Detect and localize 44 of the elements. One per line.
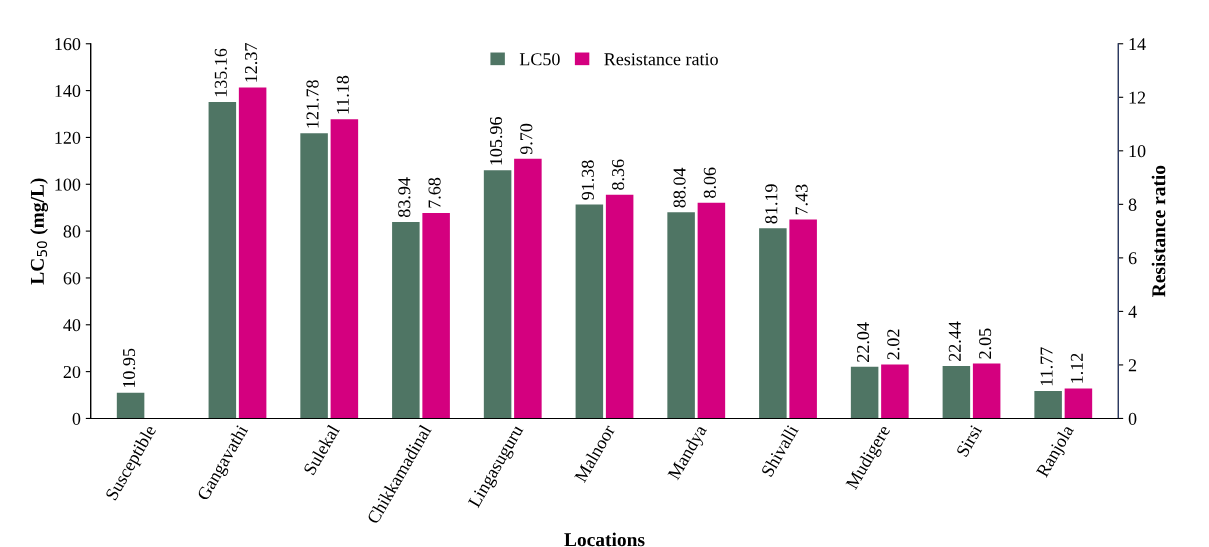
y-tick-label: 20: [63, 365, 81, 379]
data-label: 7.68: [428, 177, 441, 208]
data-label: 105.96: [489, 117, 503, 165]
y2-tick-label: 0: [1128, 412, 1137, 425]
data-label: 81.19: [765, 184, 778, 224]
data-label: 1.12: [1070, 353, 1084, 383]
y2-tick-label: 12: [1129, 91, 1146, 104]
x-axis-title: Locations: [564, 532, 645, 547]
data-label: 11.77: [1040, 347, 1053, 386]
data-label: 11.18: [336, 75, 349, 114]
data-label: 8.06: [703, 167, 716, 198]
y2-axis-title: Resistance ratio: [1151, 165, 1166, 297]
y2-tick-label: 4: [1128, 305, 1137, 318]
y-tick-label: 60: [63, 272, 81, 285]
data-label: 12.37: [245, 43, 258, 82]
data-label: 7.43: [795, 184, 808, 215]
legend-label: Resistance ratio: [604, 53, 718, 66]
y-tick-label: 40: [63, 319, 81, 332]
data-label: 2.05: [978, 328, 992, 359]
y-tick-label: 100: [55, 178, 81, 191]
y-tick-label: 120: [55, 131, 81, 144]
y2-tick-label: 6: [1128, 252, 1137, 265]
y2-tick-label: 8: [1128, 198, 1137, 211]
y-tick-label: 0: [72, 412, 81, 425]
y2-tick-label: 10: [1129, 145, 1146, 158]
y-axis-title: LC$_{50}$ (mg/L): [30, 178, 49, 285]
data-label: 91.38: [581, 160, 594, 200]
y-tick-label: 160: [55, 38, 81, 51]
data-label: 83.94: [398, 177, 411, 218]
y2-tick-label: 14: [1129, 38, 1146, 51]
legend-label: LC50: [519, 53, 560, 66]
data-label: 8.36: [611, 159, 625, 190]
data-label: 22.04: [856, 322, 870, 362]
bar: [116, 392, 145, 419]
y-tick-label: 140: [55, 84, 81, 98]
data-label: 88.04: [673, 167, 686, 208]
data-label: 10.95: [122, 348, 136, 388]
data-label: 2.02: [887, 329, 900, 360]
data-label: 22.44: [948, 321, 961, 361]
data-label: 121.78: [306, 80, 319, 128]
data-label: 135.16: [214, 48, 227, 97]
y-tick-label: 80: [63, 225, 81, 238]
data-label: 9.70: [520, 123, 533, 155]
y2-tick-label: 2: [1128, 359, 1137, 372]
